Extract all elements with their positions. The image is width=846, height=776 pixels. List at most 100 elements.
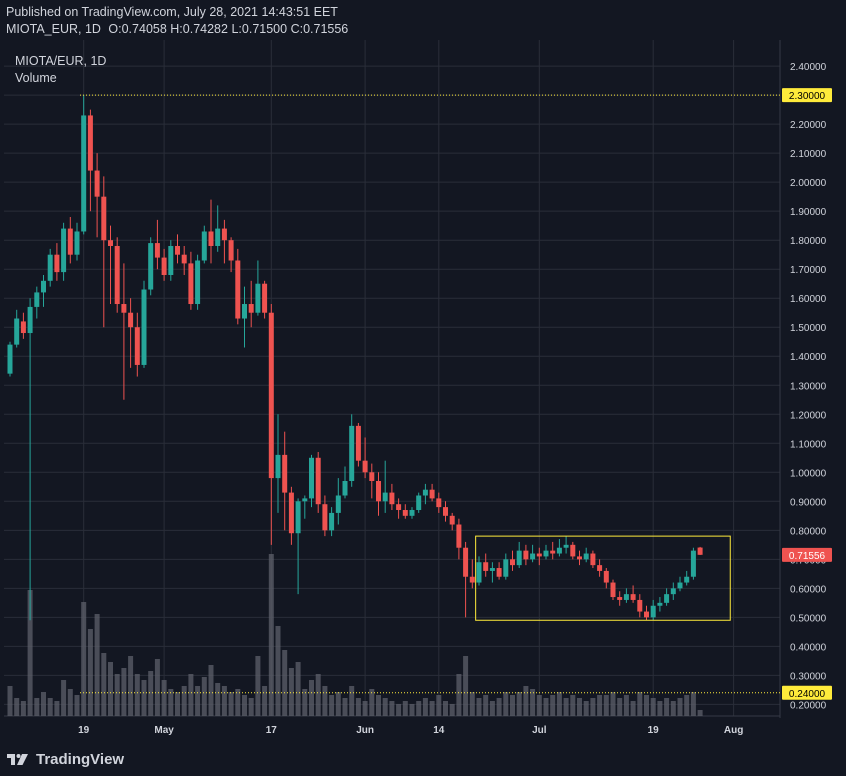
- candle-body: [161, 257, 167, 276]
- candle-body: [476, 562, 482, 583]
- x-tick-label: 19: [78, 725, 90, 736]
- footer-brand: TradingView: [36, 750, 125, 768]
- low-value: 0.71500: [241, 22, 288, 36]
- candle-body: [268, 312, 274, 479]
- volume-bar: [489, 701, 495, 716]
- volume-bar: [27, 590, 33, 716]
- candle-body: [697, 547, 703, 555]
- candle-body: [603, 570, 609, 583]
- volume-bar: [516, 692, 522, 716]
- volume-bar: [228, 692, 234, 716]
- volume-bar: [201, 677, 207, 716]
- y-tick-label: 1.10000: [790, 439, 827, 450]
- candle-body: [644, 611, 649, 618]
- volume-bar: [530, 689, 536, 716]
- candle-body: [597, 565, 603, 571]
- volume-bar: [242, 695, 247, 716]
- volume-bar: [134, 674, 140, 716]
- low-label: L:: [231, 22, 242, 36]
- volume-bar: [369, 689, 375, 716]
- y-tick-label: 1.80000: [790, 236, 827, 247]
- chart-legend: MIOTA/EUR, 1D Volume: [15, 53, 106, 87]
- candle-body: [114, 245, 120, 305]
- candle-body: [637, 599, 643, 612]
- x-tick-label: 19: [648, 725, 660, 736]
- y-tick-label: 2.20000: [790, 120, 827, 131]
- candle-body: [228, 240, 234, 261]
- volume-bar: [402, 701, 408, 716]
- y-tick-label: 1.40000: [790, 352, 827, 363]
- volume-bar: [221, 686, 227, 716]
- volume-bar: [322, 686, 328, 716]
- published-line: Published on TradingView.com, July 28, 2…: [6, 5, 338, 19]
- volume-bar: [181, 686, 187, 716]
- volume-bar: [376, 695, 381, 716]
- y-tick-label: 1.00000: [790, 468, 827, 479]
- volume-bar: [141, 680, 147, 716]
- candle-body: [134, 327, 140, 365]
- volume-bar: [657, 701, 663, 716]
- volume-bar: [469, 692, 475, 716]
- candle-body: [7, 344, 13, 374]
- candle-body: [690, 550, 696, 577]
- x-tick-label: May: [154, 725, 174, 736]
- candle-body: [516, 550, 522, 566]
- open-value: 0.74058: [121, 22, 167, 36]
- candle-body: [496, 568, 502, 577]
- candle-body: [657, 602, 663, 606]
- candle-body: [275, 454, 281, 479]
- volume-bar: [188, 674, 194, 716]
- volume-bar: [108, 662, 113, 716]
- candle-body: [175, 245, 180, 255]
- legend-volume: Volume: [15, 71, 57, 85]
- candle-body: [570, 544, 576, 557]
- volume-bar: [61, 680, 67, 716]
- candle-body: [329, 512, 335, 531]
- y-tick-label: 1.90000: [790, 207, 827, 218]
- highlight-box: [475, 535, 731, 621]
- candle-body: [550, 550, 556, 554]
- volume-bar: [329, 695, 335, 716]
- volume-bar: [443, 701, 448, 716]
- volume-bar: [396, 704, 402, 716]
- volume-bar: [510, 695, 515, 716]
- volume-bar: [128, 656, 134, 716]
- volume-bar: [295, 662, 301, 716]
- y-tick-label: 0.30000: [790, 671, 827, 682]
- volume-bar: [34, 698, 40, 716]
- volume-bar: [637, 692, 643, 716]
- y-tick-label: 0.20000: [790, 700, 827, 711]
- volume-bar: [670, 701, 676, 716]
- volume-bar: [362, 701, 368, 716]
- volume-bar: [255, 656, 261, 716]
- candle-body: [168, 245, 174, 276]
- volume-bar: [690, 692, 696, 716]
- y-tick-label: 1.60000: [790, 294, 827, 305]
- candle-body: [81, 115, 87, 232]
- candle-body: [429, 489, 435, 499]
- volume-bar: [550, 695, 556, 716]
- price-chart[interactable]: 2.40000 2.30000 2.20000 2.10000 2.00000 1.900…: [0, 40, 846, 748]
- volume-bar: [114, 674, 120, 716]
- candle-body: [288, 492, 294, 534]
- candle-body: [47, 254, 53, 281]
- volume-bar: [81, 602, 87, 716]
- candle-body: [248, 304, 254, 313]
- volume-bar: [335, 692, 341, 716]
- candle-body: [255, 283, 261, 313]
- candle-body: [590, 553, 596, 566]
- y-tick-label: 0.50000: [790, 613, 827, 624]
- candle-body: [14, 318, 20, 345]
- volume-bar: [74, 695, 80, 716]
- y-tick-label: 0.90000: [790, 497, 827, 508]
- candle-body: [422, 489, 428, 496]
- candle-body: [510, 559, 515, 566]
- volume-bar: [67, 689, 73, 716]
- y-tick-label: 0.40000: [790, 642, 827, 653]
- volume-bar: [697, 710, 703, 716]
- volume-bar: [54, 701, 60, 716]
- candle-body: [309, 457, 314, 499]
- volume-bar: [684, 695, 690, 716]
- footer[interactable]: TradingView: [6, 748, 124, 770]
- volume-bar: [20, 701, 26, 716]
